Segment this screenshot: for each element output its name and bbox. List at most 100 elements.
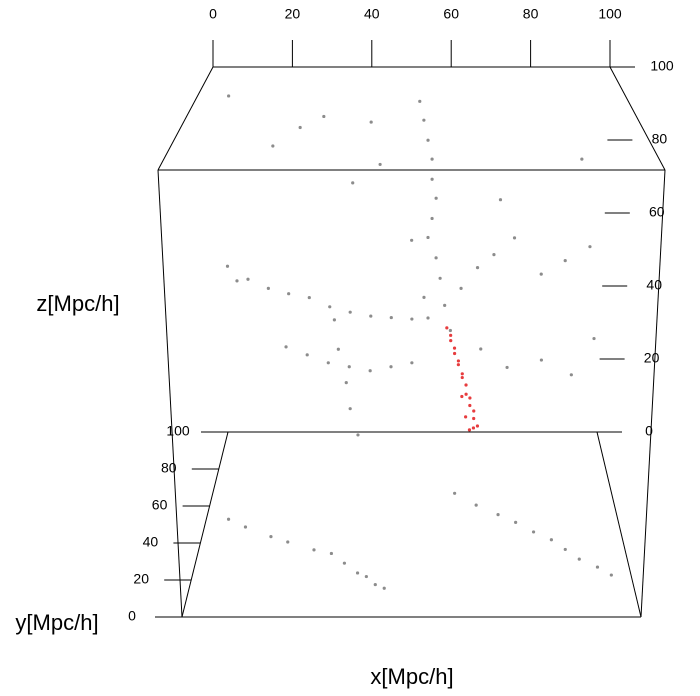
point	[382, 586, 386, 590]
point	[588, 245, 592, 249]
point	[305, 353, 309, 357]
point	[468, 403, 472, 408]
point	[332, 318, 336, 322]
point	[464, 383, 468, 387]
point	[498, 198, 503, 202]
x-tick-label: 60	[443, 6, 459, 22]
point	[449, 333, 453, 337]
point	[563, 259, 567, 263]
point	[467, 428, 472, 432]
point	[460, 372, 464, 376]
z-tick-label: 40	[646, 277, 662, 293]
point	[459, 286, 463, 290]
point	[389, 365, 393, 369]
point	[456, 363, 460, 367]
point	[355, 571, 360, 575]
z-tick-label: 0	[645, 423, 653, 439]
z-tick-label: 100	[650, 58, 674, 74]
point	[449, 339, 453, 343]
point	[426, 316, 430, 320]
point	[348, 310, 352, 314]
z-tick-label: 60	[649, 204, 665, 220]
point	[226, 517, 231, 521]
y-tick-label: 100	[166, 423, 190, 439]
point	[445, 326, 449, 330]
point	[418, 99, 422, 103]
box-edge	[157, 66, 214, 171]
point	[464, 415, 468, 419]
point	[410, 361, 414, 365]
x-tick-label: 80	[523, 6, 539, 22]
point	[266, 286, 270, 290]
box-edge	[609, 66, 666, 171]
point	[472, 409, 476, 413]
point	[348, 407, 352, 411]
box-edge	[596, 431, 642, 618]
point	[225, 264, 230, 268]
point	[284, 345, 288, 349]
box-edge	[640, 169, 666, 618]
point	[609, 573, 613, 577]
point	[514, 520, 518, 524]
point	[475, 424, 480, 428]
point	[539, 358, 544, 362]
point	[539, 272, 543, 276]
point	[577, 557, 581, 561]
point	[448, 328, 452, 333]
y-tick-label: 40	[143, 534, 159, 550]
point	[326, 361, 330, 365]
point	[422, 118, 426, 122]
point	[364, 574, 368, 579]
point	[592, 336, 596, 341]
point	[389, 315, 393, 320]
point	[368, 369, 372, 373]
point	[569, 373, 573, 377]
point	[271, 144, 275, 148]
point	[453, 351, 457, 356]
x-tick-label: 0	[209, 6, 217, 22]
point	[246, 277, 250, 281]
point	[369, 120, 373, 124]
y-tick-label: 80	[161, 460, 177, 476]
point	[342, 561, 347, 565]
point	[549, 538, 553, 542]
x-tick-label: 40	[364, 6, 380, 22]
point	[438, 276, 442, 280]
point	[235, 279, 239, 283]
point	[531, 530, 536, 534]
point	[468, 396, 472, 400]
y-axis-title: y[Mpc/h]	[15, 610, 98, 635]
point	[456, 359, 461, 363]
point	[580, 157, 584, 161]
point	[312, 548, 316, 552]
y-tick-label: 20	[133, 571, 149, 587]
point	[426, 138, 430, 142]
point	[373, 582, 377, 587]
point	[344, 381, 348, 385]
point	[328, 305, 332, 309]
box-edge	[157, 169, 183, 618]
point	[378, 162, 382, 167]
x-tick-label: 20	[285, 6, 301, 22]
point	[434, 256, 438, 260]
point	[474, 503, 478, 507]
y-tick-label: 0	[128, 608, 136, 624]
point	[430, 177, 434, 181]
point	[227, 94, 231, 98]
point	[460, 375, 464, 380]
point	[298, 125, 302, 130]
point	[422, 295, 426, 299]
point	[430, 216, 434, 221]
z-tick-label: 20	[644, 350, 660, 366]
point	[512, 236, 517, 240]
point	[471, 426, 476, 430]
point	[351, 181, 355, 185]
point	[464, 392, 468, 396]
point	[426, 235, 430, 240]
point	[475, 266, 480, 270]
point	[443, 303, 447, 307]
box-edge	[181, 431, 229, 618]
point	[496, 513, 500, 517]
point	[460, 394, 464, 399]
